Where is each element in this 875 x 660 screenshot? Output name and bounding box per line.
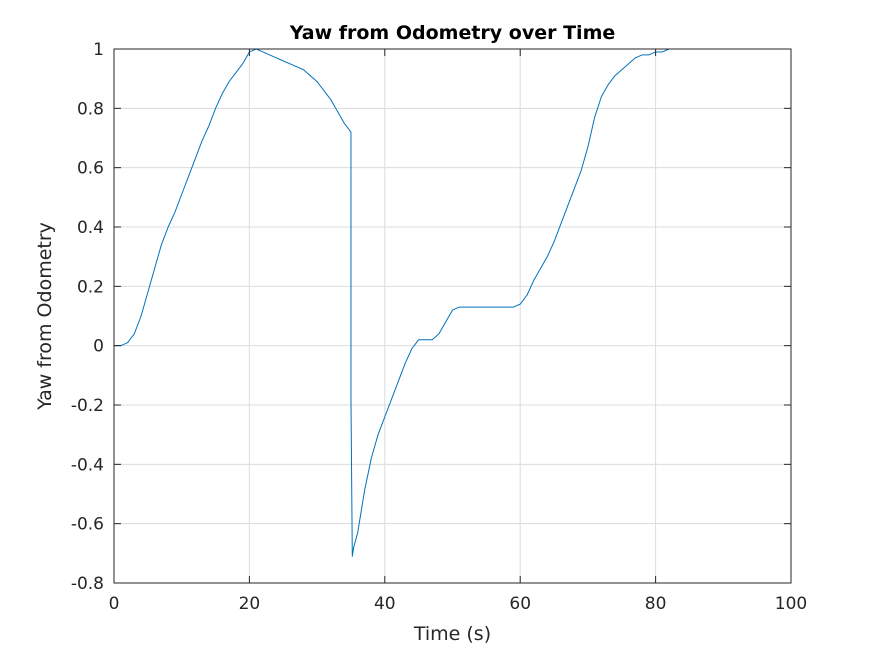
x-tick-label: 100 <box>775 594 807 614</box>
y-tick-label: 0.6 <box>77 159 104 179</box>
chart-title: Yaw from Odometry over Time <box>289 22 616 44</box>
y-tick-label: 1 <box>93 40 104 60</box>
y-tick-label: -0.6 <box>71 515 104 535</box>
grid-lines <box>114 49 791 583</box>
x-tick-label: 60 <box>509 594 531 614</box>
x-tick-label: 80 <box>645 594 667 614</box>
x-axis-label: Time (s) <box>413 623 491 645</box>
plot-background <box>114 49 791 583</box>
y-tick-label: 0.4 <box>77 218 104 238</box>
y-tick-label: -0.8 <box>71 574 104 594</box>
y-tick-label: 0.2 <box>77 277 104 297</box>
data-layer <box>114 48 676 557</box>
y-tick-label: -0.4 <box>71 455 104 475</box>
x-tick-label: 0 <box>109 594 120 614</box>
x-tick-label: 20 <box>239 594 261 614</box>
y-tick-label: -0.2 <box>71 396 104 416</box>
x-tick-label: 40 <box>374 594 396 614</box>
axes-box <box>113 48 792 584</box>
y-tick-label: 0.8 <box>77 99 104 119</box>
series-line <box>114 48 676 557</box>
ticks: 0 20 40 60 80 100 -0.8 -0.6 -0.4 -0.2 0 0.2 0.4 0.6 0.… <box>71 40 807 614</box>
y-tick-label: 0 <box>93 337 104 357</box>
y-axis-label: Yaw from Odometry <box>34 222 56 411</box>
